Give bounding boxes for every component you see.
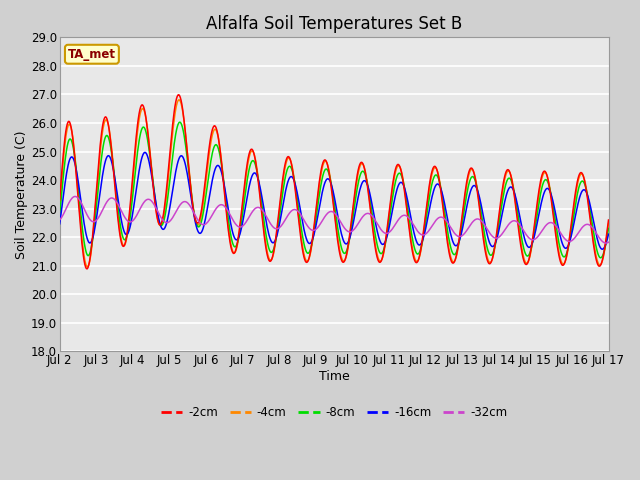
Text: TA_met: TA_met — [68, 48, 116, 61]
Legend: -2cm, -4cm, -8cm, -16cm, -32cm: -2cm, -4cm, -8cm, -16cm, -32cm — [156, 401, 512, 424]
Title: Alfalfa Soil Temperatures Set B: Alfalfa Soil Temperatures Set B — [206, 15, 462, 33]
Y-axis label: Soil Temperature (C): Soil Temperature (C) — [15, 130, 28, 259]
X-axis label: Time: Time — [319, 370, 349, 383]
